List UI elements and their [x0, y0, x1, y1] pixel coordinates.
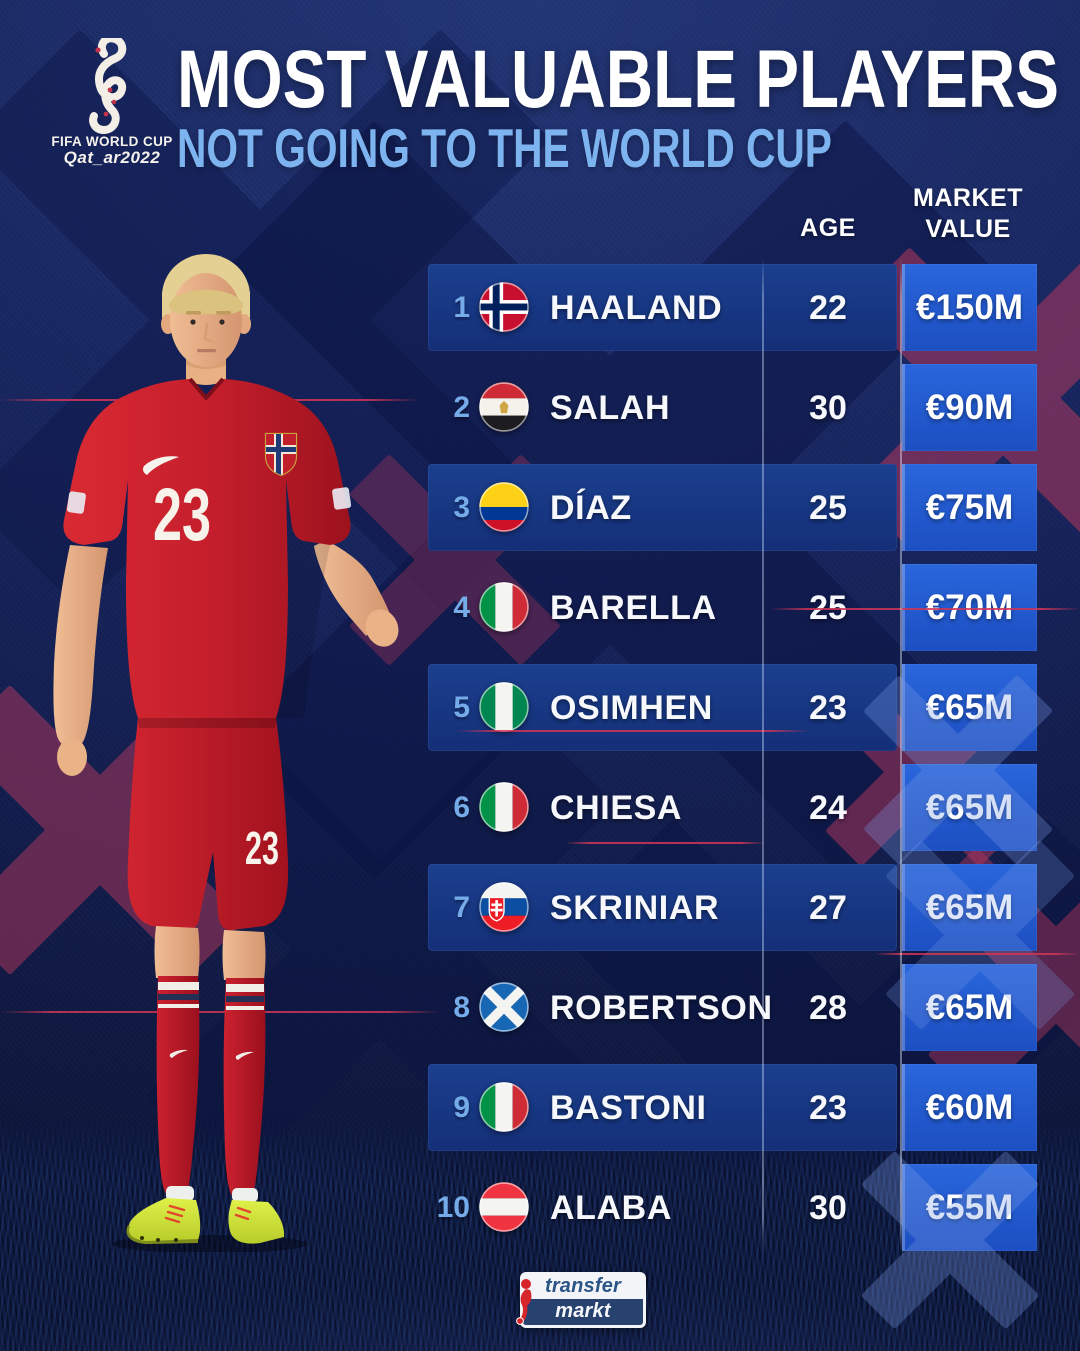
player-age: 23 [809, 689, 847, 727]
column-header-market-value: MARKET VALUE [913, 184, 1023, 243]
title-block: MOST VALUABLE PLAYERS NOT GOING TO THE W… [177, 34, 1080, 179]
player-age: 24 [809, 789, 847, 827]
market-value-cell: €150M [902, 264, 1037, 351]
rank-label: 5 [453, 691, 470, 724]
player-age: 30 [809, 1189, 847, 1227]
market-value: €150M [915, 288, 1024, 327]
player-name: CHIESA [550, 789, 683, 827]
player-name: BASTONI [550, 1089, 707, 1127]
rank-label: 9 [453, 1091, 470, 1124]
player-name: DÍAZ [550, 489, 632, 527]
player-name: ALABA [550, 1189, 672, 1227]
flag-italy-icon [478, 781, 530, 833]
red-accent-line [770, 608, 1080, 610]
red-accent-line [455, 730, 810, 732]
player-photo-haaland: 23 23 [20, 252, 420, 1253]
player-name: BARELLA [550, 589, 717, 627]
table-row: 6 CHIESA 24 €65M [428, 764, 1037, 851]
red-accent-line [565, 842, 765, 844]
table-row: 3 DÍAZ 25 €75M [428, 464, 1037, 551]
market-value-cell: €60M [902, 1064, 1037, 1151]
market-value: €60M [925, 1088, 1014, 1127]
market-value-cell: €70M [902, 564, 1037, 651]
market-value-cell: €75M [902, 464, 1037, 551]
shorts-number: 23 [245, 822, 279, 874]
market-value: €65M [925, 788, 1014, 827]
market-value: €65M [925, 688, 1014, 727]
flag-slovakia-icon [478, 881, 530, 933]
transfermarkt-logo-top: transfer [523, 1275, 643, 1299]
page-subtitle: NOT GOING TO THE WORLD CUP [177, 117, 832, 179]
table-row: 2 SALAH 30 €90M [428, 364, 1037, 451]
flag-egypt-icon [478, 381, 530, 433]
players-table: 1 HAALAND 22 €150M 2 SALAH 30 €90M 3 DÍA… [428, 0, 1037, 1351]
flag-scotland-icon [478, 981, 530, 1033]
flag-colombia-icon [478, 481, 530, 533]
market-value-cell: €55M [902, 1164, 1037, 1251]
market-value-cell: €90M [902, 364, 1037, 451]
table-row: 9 BASTONI 23 €60M [428, 1064, 1037, 1151]
fifa-logo-year: Qat_ar2022 [63, 148, 161, 167]
flag-italy-icon [478, 581, 530, 633]
player-name: SALAH [550, 389, 671, 427]
table-row: 10 ALABA 30 €55M [428, 1164, 1037, 1251]
player-age: 23 [809, 1089, 847, 1127]
player-age: 25 [809, 489, 847, 527]
player-age: 27 [809, 889, 847, 927]
rank-label: 10 [436, 1191, 470, 1224]
market-value-cell: €65M [902, 964, 1037, 1051]
player-name: SKRINIAR [550, 889, 720, 927]
red-accent-line [875, 953, 1080, 955]
rank-label: 1 [453, 291, 470, 324]
jersey-number: 23 [153, 473, 211, 556]
fifa-logo-text: FIFA WORLD CUP [51, 134, 173, 149]
rank-label: 7 [453, 891, 470, 924]
player-name: ROBERTSON [550, 989, 773, 1027]
table-row: 4 BARELLA 25 €70M [428, 564, 1037, 651]
market-value: €55M [925, 1188, 1014, 1227]
market-value-cell: €65M [902, 764, 1037, 851]
red-accent-line [0, 1011, 440, 1013]
fifa-emblem-icon [89, 34, 127, 135]
rank-label: 8 [453, 991, 470, 1024]
rank-label: 3 [453, 491, 470, 524]
table-row: 1 HAALAND 22 €150M [428, 264, 1037, 351]
market-value: €90M [925, 388, 1014, 427]
player-name: OSIMHEN [550, 689, 713, 727]
flag-italy-icon [478, 1081, 530, 1133]
rank-label: 4 [453, 591, 470, 624]
market-value-cell: €65M [902, 864, 1037, 951]
footballer-icon [516, 1279, 532, 1325]
fifa-world-cup-logo: FIFA WORLD CUP Qat_ar2022 [48, 34, 176, 186]
flag-norway-icon [478, 281, 530, 333]
player-age: 28 [809, 989, 847, 1027]
transfermarkt-logo-bottom: markt [523, 1299, 643, 1325]
market-value: €65M [925, 888, 1014, 927]
table-row: 8 ROBERTSON 28 €65M [428, 964, 1037, 1051]
player-age: 22 [809, 289, 847, 327]
market-value: €65M [925, 988, 1014, 1027]
page-title: MOST VALUABLE PLAYERS [177, 34, 1060, 125]
market-value: €70M [925, 588, 1014, 627]
player-name: HAALAND [550, 289, 723, 327]
market-value-cell: €65M [902, 664, 1037, 751]
table-row: 7 SKRINIAR 27 €65M [428, 864, 1037, 951]
flag-nigeria-icon [478, 681, 530, 733]
transfermarkt-logo: transfer markt [516, 1272, 646, 1328]
player-age: 30 [809, 389, 847, 427]
rank-label: 2 [453, 391, 470, 424]
flag-austria-icon [478, 1181, 530, 1233]
table-row: 5 OSIMHEN 23 €65M [428, 664, 1037, 751]
market-value: €75M [925, 488, 1014, 527]
rank-label: 6 [453, 791, 470, 824]
column-header-age: AGE [800, 214, 856, 242]
